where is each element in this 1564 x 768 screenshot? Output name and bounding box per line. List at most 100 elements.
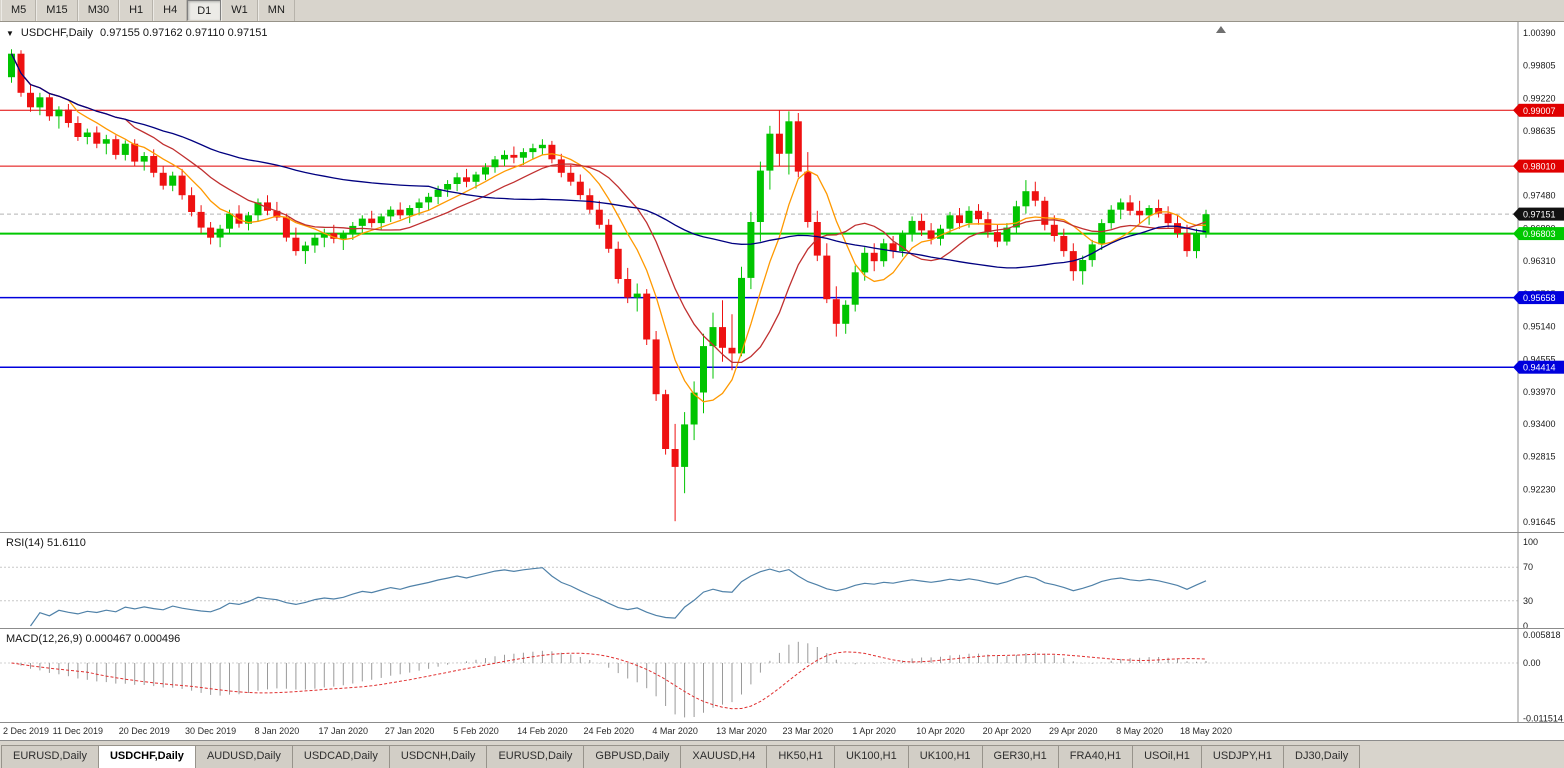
price-scale-label: 0.92815 [1523, 452, 1556, 462]
date-label: 30 Dec 2019 [185, 726, 237, 736]
price-scale[interactable]: 1.003900.998050.992200.986350.980500.974… [1523, 28, 1556, 527]
ma-7-line [10, 53, 1207, 403]
macd-label: MACD(12,26,9) 0.000467 0.000496 [6, 633, 181, 645]
chart-tab-ger30-11[interactable]: GER30,H1 [981, 745, 1059, 768]
date-label: 27 Jan 2020 [384, 726, 435, 736]
macd-scale-label: -0.011514 [1523, 713, 1563, 722]
date-label: 11 Dec 2019 [52, 726, 104, 736]
date-label: 13 Mar 2020 [716, 726, 767, 736]
rsi-scale-label: 70 [1523, 562, 1533, 572]
rsi-label: RSI(14) 51.6110 [6, 537, 86, 549]
chart-title: ▼ USDCHF,Daily 0.97155 0.97162 0.97110 0… [6, 27, 267, 39]
price-marker-0.98010: 0.98010 [1513, 159, 1564, 173]
date-label: 20 Dec 2019 [118, 726, 170, 736]
price-marker-0.99007: 0.99007 [1513, 103, 1564, 117]
date-label: 2 Dec 2019 [2, 726, 50, 736]
chart-tab-uk100-9[interactable]: UK100,H1 [833, 745, 909, 768]
chart-tab-uk100-10[interactable]: UK100,H1 [907, 745, 983, 768]
price-scale-label: 0.91645 [1523, 517, 1556, 527]
svg-text:0.94414: 0.94414 [1523, 363, 1556, 373]
date-label: 8 Jan 2020 [254, 726, 300, 736]
price-scale-label: 0.93970 [1523, 387, 1556, 397]
macd-canvas: 0.005818 0.00 -0.011514 [0, 629, 1563, 722]
svg-text:0.96803: 0.96803 [1523, 229, 1556, 239]
price-scale-label: 0.93400 [1523, 419, 1556, 429]
ma-45-line [10, 53, 1207, 269]
svg-text:0.95658: 0.95658 [1523, 293, 1556, 303]
rsi-scale-label: 100 [1523, 537, 1538, 547]
date-label: 1 Apr 2020 [852, 726, 896, 736]
chart-shift-marker[interactable] [1215, 26, 1226, 33]
date-label: 20 Apr 2020 [982, 726, 1032, 736]
date-label: 17 Jan 2020 [318, 726, 369, 736]
chart-tab-usdjpy-14[interactable]: USDJPY,H1 [1200, 745, 1285, 768]
rsi-line [30, 567, 1207, 627]
price-chart-canvas[interactable]: 1.003900.998050.992200.986350.980500.974… [0, 22, 1564, 532]
timeframe-button-d1[interactable]: D1 [187, 0, 222, 21]
price-marker-0.94414: 0.94414 [1513, 360, 1564, 374]
date-axis[interactable]: 2 Dec 2019 11 Dec 2019 20 Dec 2019 30 Dec 2… [0, 722, 1564, 740]
date-label: 5 Feb 2020 [453, 726, 499, 736]
date-label: 4 Mar 2020 [652, 726, 698, 736]
rsi-indicator-panel[interactable]: 100 70 30 0 RSI(14) 51.6110 [0, 532, 1564, 628]
chart-symbol-period: USDCHF,Daily [20, 27, 94, 39]
price-scale-label: 0.98635 [1523, 126, 1556, 136]
date-label: 24 Feb 2020 [583, 726, 635, 736]
price-scale-label: 0.95140 [1523, 322, 1556, 332]
date-label: 14 Feb 2020 [517, 726, 568, 736]
timeframe-button-w1[interactable]: W1 [221, 0, 258, 21]
ma-13-line [10, 53, 1207, 364]
date-label: 29 Apr 2020 [1048, 726, 1098, 736]
chart-tab-bar: EURUSD,Daily USDCHF,Daily AUDUSD,Daily USDC… [0, 740, 1564, 768]
price-scale-label: 0.92230 [1523, 484, 1556, 494]
chart-tab-eurusd-5[interactable]: EURUSD,Daily [486, 745, 585, 768]
chart-tab-dj30-15[interactable]: DJ30,Daily [1283, 745, 1361, 768]
timeframe-toolbar: M5 M15 M30 H1 H4 D1 W1 MN [0, 0, 1564, 22]
timeframe-button-h1[interactable]: H1 [119, 0, 154, 21]
price-scale-label: 0.94555 [1523, 354, 1556, 364]
date-label: 10 Apr 2020 [916, 726, 965, 736]
price-scale-label: 1.00390 [1523, 28, 1556, 38]
svg-text:0.97151: 0.97151 [1523, 210, 1556, 220]
date-label: 8 May 2020 [1116, 726, 1164, 736]
timeframe-button-m5[interactable]: M5 [1, 0, 37, 21]
macd-signal-line [11, 651, 1207, 710]
chart-tab-eurusd-0[interactable]: EURUSD,Daily [1, 745, 99, 768]
timeframe-button-m15[interactable]: M15 [36, 0, 78, 21]
chart-tab-usoil-13[interactable]: USOil,H1 [1132, 745, 1202, 768]
svg-text:0.98010: 0.98010 [1523, 162, 1556, 172]
timeframe-button-h4[interactable]: H4 [153, 0, 188, 21]
chart-tab-usdcad-3[interactable]: USDCAD,Daily [291, 745, 390, 768]
rsi-scale-label: 0 [1523, 621, 1528, 628]
rsi-canvas: 100 70 30 0 [0, 533, 1538, 628]
chart-tab-fra40-12[interactable]: FRA40,H1 [1057, 745, 1134, 768]
chart-tab-audusd-2[interactable]: AUDUSD,Daily [194, 745, 293, 768]
macd-scale-label: 0.00 [1523, 658, 1541, 668]
date-label: 18 May 2020 [1179, 726, 1232, 736]
date-label: 23 Mar 2020 [782, 726, 834, 736]
price-scale-label: 0.96310 [1523, 256, 1556, 266]
macd-scale-label: 0.005818 [1523, 630, 1561, 640]
price-marker-0.97151: 0.97151 [1513, 207, 1564, 221]
chart-ohlc-values: 0.97155 0.97162 0.97110 0.97151 [100, 27, 268, 39]
price-scale-label: 0.97480 [1523, 191, 1556, 201]
chart-tab-gbpusd-6[interactable]: GBPUSD,Daily [583, 745, 682, 768]
chart-tab-usdcnh-4[interactable]: USDCNH,Daily [388, 745, 488, 768]
price-marker-0.95658: 0.95658 [1513, 291, 1564, 305]
macd-indicator-panel[interactable]: 0.005818 0.00 -0.011514 MACD(12,26,9) 0.00… [0, 628, 1564, 722]
chart-tab-hk50-8[interactable]: HK50,H1 [766, 745, 835, 768]
horizontal-lines[interactable] [0, 109, 1518, 368]
macd-histogram [20, 641, 1207, 718]
rsi-scale-label: 30 [1523, 596, 1533, 606]
chart-tab-usdchf-1[interactable]: USDCHF,Daily [97, 745, 196, 768]
price-scale-label: 0.99805 [1523, 61, 1556, 71]
price-chart-panel[interactable]: 1.003900.998050.992200.986350.980500.974… [0, 22, 1564, 532]
timeframe-button-m30[interactable]: M30 [77, 0, 120, 21]
timeframe-button-mn[interactable]: MN [257, 0, 295, 21]
price-scale-label: 0.99220 [1523, 93, 1556, 103]
chart-tab-xauusd-7[interactable]: XAUUSD,H4 [680, 745, 768, 768]
symbol-dropdown-icon[interactable]: ▼ [6, 28, 14, 38]
candlestick-series [8, 49, 1210, 522]
svg-text:0.99007: 0.99007 [1523, 106, 1556, 116]
